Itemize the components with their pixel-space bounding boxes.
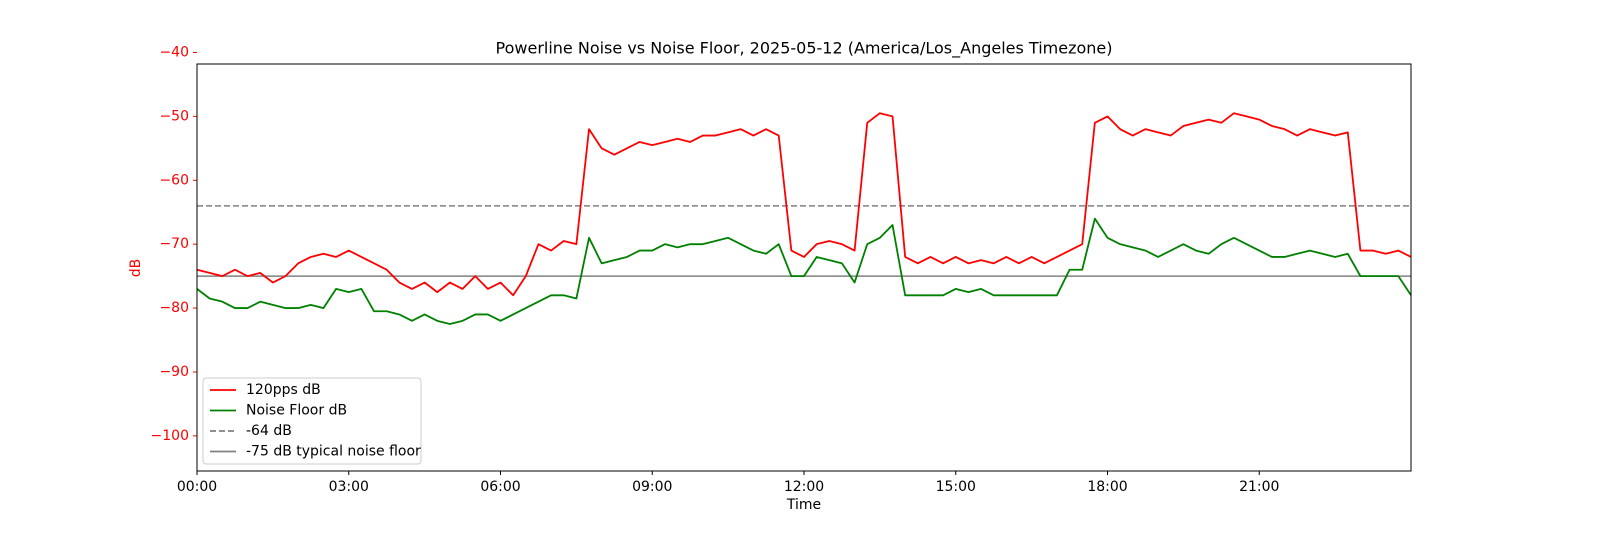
- legend-label: Noise Floor dB: [246, 403, 347, 419]
- x-tick-label: 21:00: [1239, 479, 1279, 495]
- x-tick-label: 15:00: [936, 479, 976, 495]
- y-tick-label: −40: [159, 44, 189, 60]
- x-tick-label: 09:00: [632, 479, 672, 495]
- y-axis-label: dB: [128, 259, 144, 278]
- x-tick-label: 06:00: [480, 479, 520, 495]
- series-line: [196, 112, 1412, 297]
- series-line: [196, 217, 1412, 325]
- x-tick-label: 18:00: [1087, 479, 1127, 495]
- x-axis-label: Time: [786, 497, 821, 513]
- y-tick-label: −70: [159, 236, 189, 252]
- y-tick-label: −50: [159, 108, 189, 124]
- y-tick-label: −80: [159, 300, 189, 316]
- x-tick-label: 03:00: [329, 479, 369, 495]
- legend-label: 120pps dB: [246, 382, 321, 398]
- legend-box: [202, 377, 422, 465]
- plot-frame: [196, 63, 1412, 472]
- y-tick-label: −100: [151, 428, 189, 444]
- x-tick-label: 00:00: [177, 479, 217, 495]
- legend-label: -64 dB: [246, 423, 292, 439]
- y-tick-label: −90: [159, 364, 189, 380]
- x-tick-label: 12:00: [784, 479, 824, 495]
- legend-label: -75 dB typical noise floor: [246, 444, 421, 460]
- y-tick-label: −60: [159, 172, 189, 188]
- chart-title: Powerline Noise vs Noise Floor, 2025-05-…: [496, 39, 1113, 59]
